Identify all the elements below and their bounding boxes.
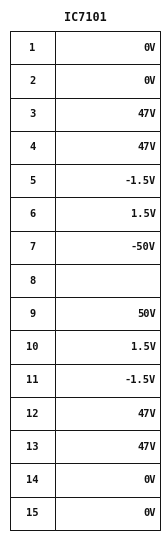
Text: -50V: -50V [131, 242, 156, 252]
Text: 50V: 50V [137, 309, 156, 319]
Bar [10, 231, 55, 264]
Bar [10, 497, 55, 530]
Text: 8: 8 [29, 276, 36, 286]
Bar [55, 430, 160, 464]
Text: 47V: 47V [137, 109, 156, 119]
Bar [10, 364, 55, 397]
Text: 12: 12 [26, 409, 39, 418]
Bar [55, 297, 160, 330]
Text: 4: 4 [29, 142, 36, 152]
Text: -1.5V: -1.5V [125, 176, 156, 185]
Bar [55, 31, 160, 64]
Text: 2: 2 [29, 76, 36, 86]
Bar [10, 264, 55, 297]
Text: 0V: 0V [144, 475, 156, 485]
Bar [55, 231, 160, 264]
Bar [55, 330, 160, 364]
Bar [10, 464, 55, 497]
Bar [55, 364, 160, 397]
Bar [55, 164, 160, 197]
Text: 47V: 47V [137, 409, 156, 418]
Bar [55, 497, 160, 530]
Bar [10, 330, 55, 364]
Text: 6: 6 [29, 209, 36, 219]
Text: 0V: 0V [144, 76, 156, 86]
Bar [55, 64, 160, 98]
Bar [55, 264, 160, 297]
Bar [10, 297, 55, 330]
Text: 47V: 47V [137, 142, 156, 152]
Text: 14: 14 [26, 475, 39, 485]
Text: 1.5V: 1.5V [131, 342, 156, 352]
Bar [10, 31, 55, 64]
Bar [10, 64, 55, 98]
Text: 1.5V: 1.5V [131, 209, 156, 219]
Bar [10, 131, 55, 164]
Text: 7: 7 [29, 242, 36, 252]
Text: -1.5V: -1.5V [125, 375, 156, 385]
Bar [10, 397, 55, 430]
Text: 15: 15 [26, 508, 39, 519]
Bar [55, 464, 160, 497]
Text: 10: 10 [26, 342, 39, 352]
Bar [55, 397, 160, 430]
Text: 13: 13 [26, 442, 39, 452]
Text: 11: 11 [26, 375, 39, 385]
Bar [55, 197, 160, 231]
Text: 47V: 47V [137, 442, 156, 452]
Bar [55, 131, 160, 164]
Bar [10, 430, 55, 464]
Text: 0V: 0V [144, 508, 156, 519]
Text: 1: 1 [29, 43, 36, 53]
Text: IC7101: IC7101 [64, 11, 106, 23]
Bar [10, 164, 55, 197]
Text: 5: 5 [29, 176, 36, 185]
Bar [10, 197, 55, 231]
Bar [55, 98, 160, 131]
Text: 9: 9 [29, 309, 36, 319]
Bar [10, 98, 55, 131]
Text: 0V: 0V [144, 43, 156, 53]
Text: 3: 3 [29, 109, 36, 119]
